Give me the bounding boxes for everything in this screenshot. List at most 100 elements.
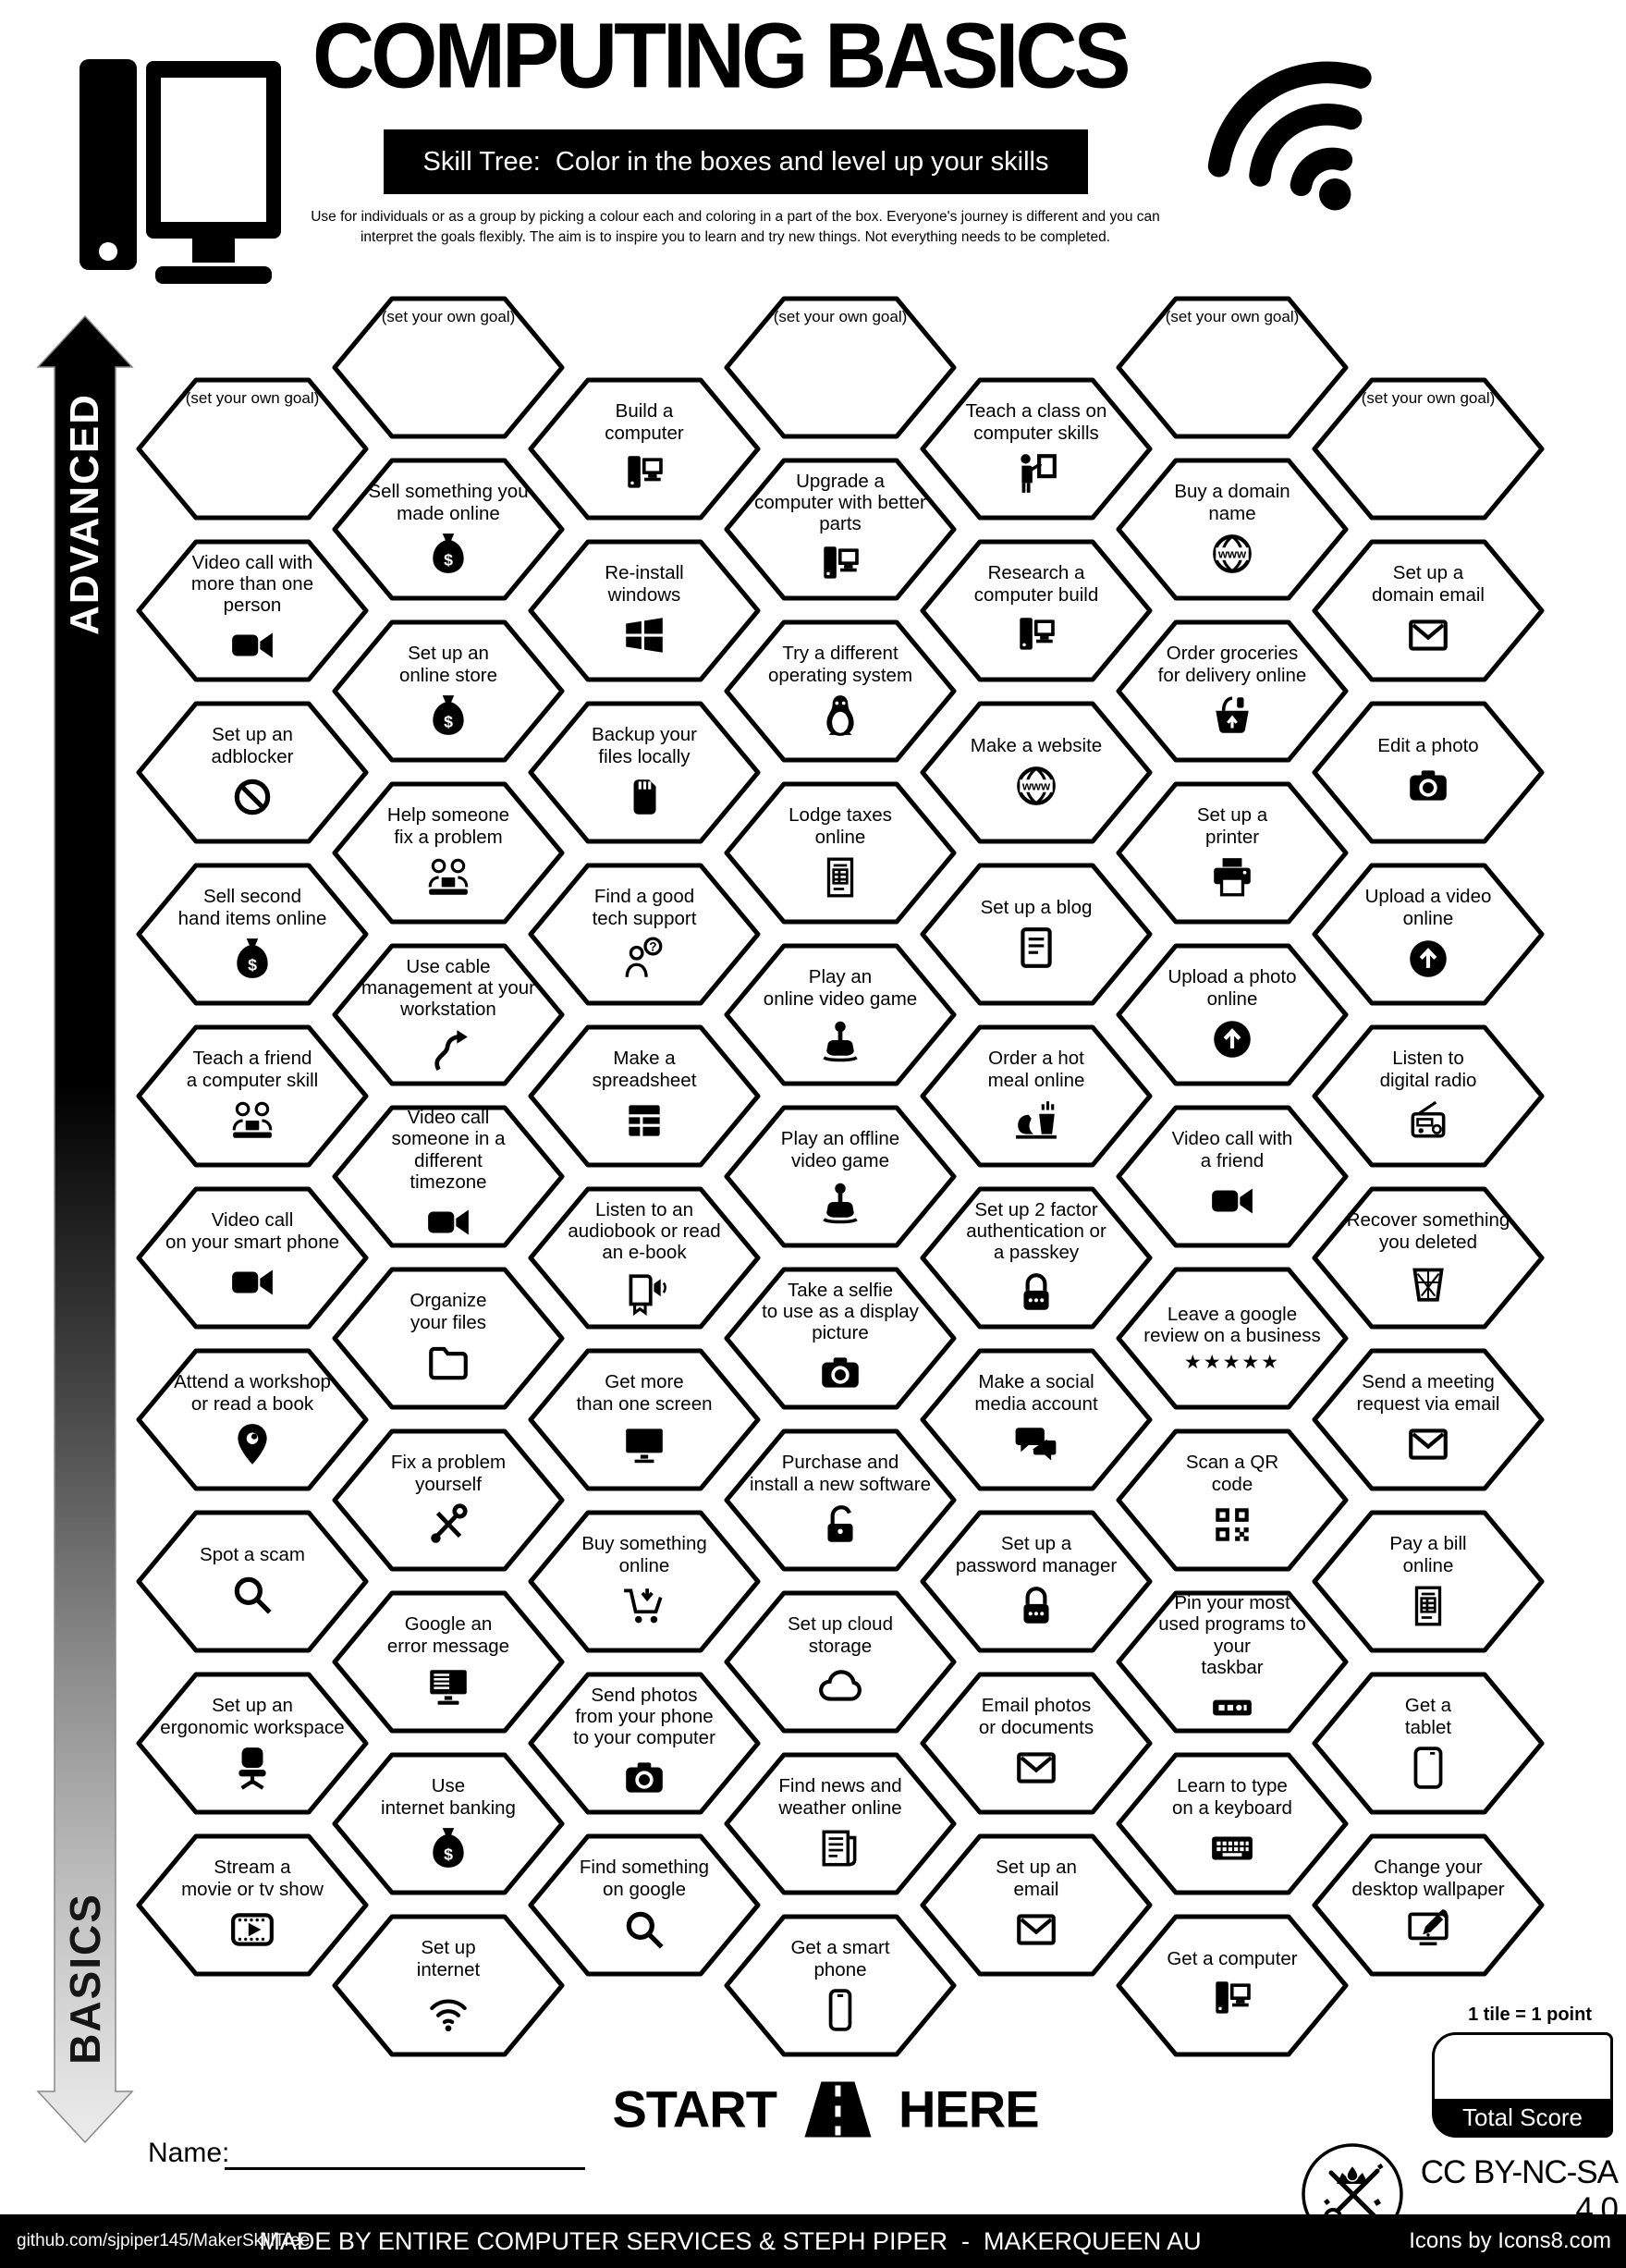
tile-organize-your-files[interactable]: Organize your files <box>332 1267 565 1410</box>
tile-get-a-computer[interactable]: Get a computer <box>1116 1914 1349 2057</box>
tile-make-a-social-media-account[interactable]: Make a social media account <box>920 1348 1153 1491</box>
desktop-icon <box>817 541 863 587</box>
tile-change-your-desktop-wallpaper[interactable]: Change your desktop wallpaper <box>1312 1833 1545 1977</box>
hexagon-outline <box>920 1672 1153 1814</box>
tile-video-call-on-your-smart-phone[interactable]: Video call on your smart phone <box>136 1186 369 1330</box>
tile-content: Set up internet <box>356 1919 541 2052</box>
hexagon-outline <box>724 943 957 1085</box>
tile-upgrade-a-computer-with-better-parts[interactable]: Upgrade a computer with better parts <box>724 458 957 601</box>
tile-research-a-computer-build[interactable]: Research a computer build <box>920 539 1153 682</box>
tile-set-up-cloud-storage[interactable]: Set up cloud storage <box>724 1590 957 1734</box>
tile-buy-something-online[interactable]: Buy something online <box>528 1510 761 1653</box>
footer-icons-credit[interactable]: Icons by Icons8.com <box>1409 2228 1611 2253</box>
tile-send-a-meeting-request-via-email[interactable]: Send a meeting request via email <box>1312 1348 1545 1491</box>
tile-set-up-a-blog[interactable]: Set up a blog <box>920 863 1153 1006</box>
tile-video-call-someone-in-a-different-timezone[interactable]: Video call someone in a different timezo… <box>332 1105 565 1248</box>
tile-pin-your-most-used-programs-to-your-taskbar[interactable]: Pin your most used programs to your task… <box>1116 1590 1349 1734</box>
total-score-box[interactable]: Total Score <box>1432 2032 1613 2138</box>
tile-try-a-different-operating-system[interactable]: Try a different operating system <box>724 619 957 763</box>
tile-send-photos-from-your-phone-to-your-computer[interactable]: Send photos from your phone to your comp… <box>528 1672 761 1815</box>
tile-label: Buy a domain name <box>1174 481 1290 524</box>
tile-label: Sell something you made online <box>368 481 529 524</box>
tile-set-your-own-goal[interactable]: (set your own goal) <box>136 377 369 521</box>
tile-buy-a-domain-name[interactable]: Buy a domain name <box>1116 458 1349 601</box>
tile-stream-a-movie-or-tv-show[interactable]: Stream a movie or tv show <box>136 1833 369 1977</box>
tile-find-something-on-google[interactable]: Find something on google <box>528 1833 761 1977</box>
tile-set-up-an-online-store[interactable]: Set up an online store <box>332 619 565 763</box>
tile-set-your-own-goal[interactable]: (set your own goal) <box>332 296 565 439</box>
tile-make-a-spreadsheet[interactable]: Make a spreadsheet <box>528 1024 761 1168</box>
tile-set-your-own-goal[interactable]: (set your own goal) <box>1116 296 1349 439</box>
tile-label: Try a different operating system <box>767 643 913 686</box>
tile-set-up-an-email[interactable]: Set up an email <box>920 1833 1153 1977</box>
tile-take-a-selfie-to-use-as-a-display-picture[interactable]: Take a selfie to use as a display pictur… <box>724 1267 957 1410</box>
tile-get-a-tablet[interactable]: Get a tablet <box>1312 1672 1545 1815</box>
tile-leave-a-google-review-on-a-business[interactable]: Leave a google review on a business ★★★★★ <box>1116 1267 1349 1410</box>
tile-listen-to-an-audiobook-or-read-an-e-book[interactable]: Listen to an audiobook or read an e-book <box>528 1186 761 1330</box>
tile-set-up-2-factor-authentication-or-a-passkey[interactable]: Set up 2 factor authentication or a pass… <box>920 1186 1153 1330</box>
tile-label: Get a tablet <box>1404 1695 1452 1738</box>
hexagon-outline <box>724 296 957 438</box>
tile-label: Re-install windows <box>605 562 684 606</box>
tile-label: Get more than one screen <box>576 1371 713 1415</box>
tile-find-news-and-weather-online[interactable]: Find news and weather online <box>724 1752 957 1895</box>
footer-repo-link[interactable]: github.com/sjpiper145/MakerSkillTree <box>17 2231 311 2250</box>
tile-set-up-a-domain-email[interactable]: Set up a domain email <box>1312 539 1545 682</box>
tile-play-an-online-video-game[interactable]: Play an online video game <box>724 943 957 1086</box>
hexagon-outline <box>332 943 565 1085</box>
tile-label: Make a website <box>970 734 1103 756</box>
tile-set-up-a-printer[interactable]: Set up a printer <box>1116 781 1349 925</box>
tile-re-install-windows[interactable]: Re-install windows <box>528 539 761 682</box>
tile-purchase-and-install-a-new-software[interactable]: Purchase and install a new software <box>724 1428 957 1572</box>
tile-fix-a-problem-yourself[interactable]: Fix a problem yourself <box>332 1428 565 1572</box>
name-input-line[interactable] <box>225 2167 585 2170</box>
monitor-text-icon <box>425 1663 471 1710</box>
tile-google-an-error-message[interactable]: Google an error message <box>332 1590 565 1734</box>
tile-set-up-an-ergonomic-workspace[interactable]: Set up an ergonomic workspace <box>136 1672 369 1815</box>
tile-teach-a-class-on-computer-skills[interactable]: Teach a class on computer skills <box>920 377 1153 521</box>
tile-get-more-than-one-screen[interactable]: Get more than one screen <box>528 1348 761 1491</box>
tile-upload-a-video-online[interactable]: Upload a video online <box>1312 863 1545 1006</box>
tile-email-photos-or-documents[interactable]: Email photos or documents <box>920 1672 1153 1815</box>
tile-help-someone-fix-a-problem[interactable]: Help someone fix a problem <box>332 781 565 925</box>
tile-content: Order a hot meal online <box>944 1030 1129 1162</box>
tile-sell-second-hand-items-online[interactable]: Sell second hand items online <box>136 863 369 1006</box>
tile-sell-something-you-made-online[interactable]: Sell something you made online <box>332 458 565 601</box>
tile-attend-a-workshop-or-read-a-book[interactable]: Attend a workshop or read a book <box>136 1348 369 1491</box>
tile-learn-to-type-on-a-keyboard[interactable]: Learn to type on a keyboard <box>1116 1752 1349 1895</box>
tile-set-your-own-goal[interactable]: (set your own goal) <box>1312 377 1545 521</box>
tile-upload-a-photo-online[interactable]: Upload a photo online <box>1116 943 1349 1086</box>
tile-play-an-offline-video-game[interactable]: Play an offline video game <box>724 1105 957 1248</box>
tile-content: Re-install windows <box>552 545 737 677</box>
tile-teach-a-friend-a-computer-skill[interactable]: Teach a friend a computer skill <box>136 1024 369 1168</box>
tile-listen-to-digital-radio[interactable]: Listen to digital radio <box>1312 1024 1545 1168</box>
tile-use-internet-banking[interactable]: Use internet banking <box>332 1752 565 1895</box>
tile-order-a-hot-meal-online[interactable]: Order a hot meal online <box>920 1024 1153 1168</box>
tile-use-cable-management-at-your-workstation[interactable]: Use cable management at your workstation <box>332 943 565 1086</box>
tile-order-groceries-for-delivery-online[interactable]: Order groceries for delivery online <box>1116 619 1349 763</box>
tile-video-call-with-more-than-one-person[interactable]: Video call with more than one person <box>136 539 369 682</box>
tile-spot-a-scam[interactable]: Spot a scam <box>136 1510 369 1653</box>
tile-scan-a-qr-code[interactable]: Scan a QR code <box>1116 1428 1349 1572</box>
hexagon-outline <box>136 863 369 1005</box>
tablet-icon <box>1405 1745 1451 1791</box>
tile-get-a-smart-phone[interactable]: Get a smart phone <box>724 1914 957 2057</box>
tile-label: Order groceries for delivery online <box>1157 643 1307 686</box>
tile-find-a-good-tech-support[interactable]: Find a good tech support <box>528 863 761 1006</box>
tile-set-up-an-adblocker[interactable]: Set up an adblocker <box>136 701 369 844</box>
tile-lodge-taxes-online[interactable]: Lodge taxes online <box>724 781 957 925</box>
tile-edit-a-photo[interactable]: Edit a photo <box>1312 701 1545 844</box>
tile-label: Upload a photo online <box>1168 966 1297 1010</box>
tile-recover-something-you-deleted[interactable]: Recover something you deleted <box>1312 1186 1545 1330</box>
tile-backup-your-files-locally[interactable]: Backup your files locally <box>528 701 761 844</box>
tile-set-up-internet[interactable]: Set up internet <box>332 1914 565 2057</box>
tile-set-your-own-goal[interactable]: (set your own goal) <box>724 296 957 439</box>
hexagon-outline <box>528 1833 761 1976</box>
tile-pay-a-bill-online[interactable]: Pay a bill online <box>1312 1510 1545 1653</box>
tile-video-call-with-a-friend[interactable]: Video call with a friend <box>1116 1105 1349 1248</box>
tile-set-up-a-password-manager[interactable]: Set up a password manager <box>920 1510 1153 1653</box>
tile-build-a-computer[interactable]: Build a computer <box>528 377 761 521</box>
tile-label: Attend a workshop or read a book <box>174 1371 331 1415</box>
tile-make-a-website[interactable]: Make a website <box>920 701 1153 844</box>
tile-label: Send photos from your phone to your comp… <box>573 1684 715 1749</box>
